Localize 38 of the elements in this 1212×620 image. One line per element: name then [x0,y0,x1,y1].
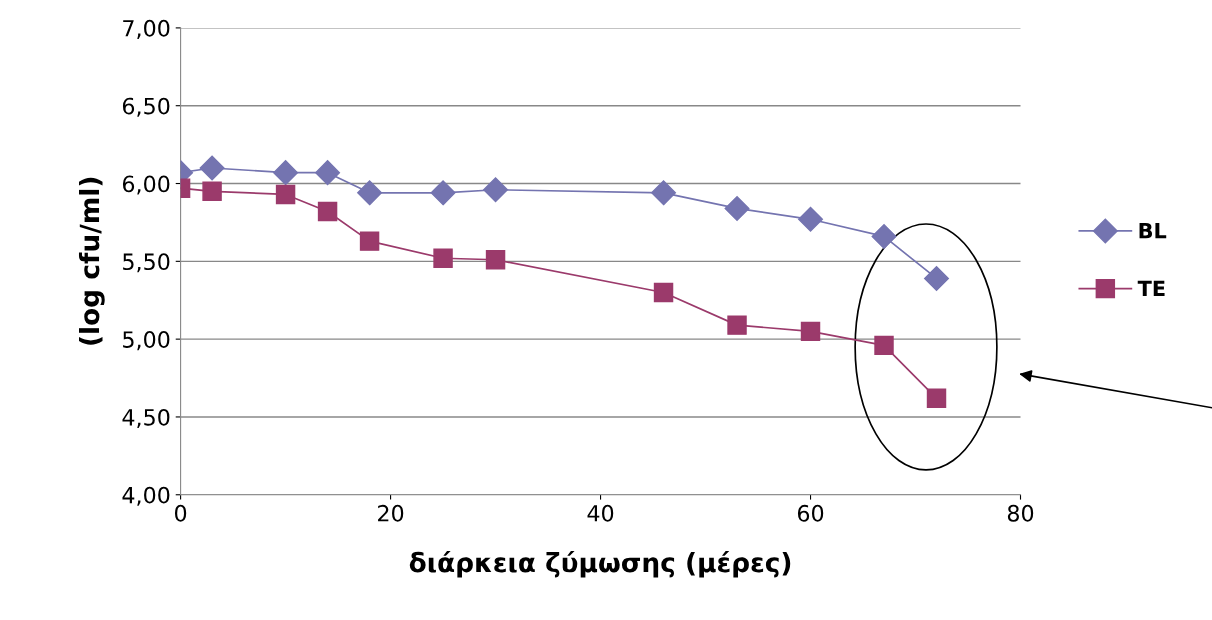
point [724,195,750,221]
point [275,184,296,205]
point [430,180,456,206]
point [273,160,299,186]
legend-label: TE [1137,280,1165,296]
point [485,250,506,270]
point [317,201,338,222]
point [874,335,894,356]
point [357,180,383,206]
point [653,282,674,303]
x-tick-label: 0 [174,504,187,522]
x-tick-label: 60 [797,504,824,522]
point [199,155,225,181]
x-tick-label: 40 [587,504,614,522]
point [924,265,949,291]
point [433,248,453,268]
y-tick-label: 5,50 [123,253,170,273]
y-axis-title: (log cfu/ml) [78,177,105,345]
x-tick-label: 80 [1007,504,1034,522]
x-axis-title: διάρκεια ζύμωσης (μέρες) [409,550,791,578]
point [315,160,341,186]
point [727,315,747,335]
y-tick-label: 5,00 [123,331,170,351]
point [871,223,897,249]
point [202,181,222,202]
point [483,177,509,203]
y-tick-label: 7,00 [123,19,170,39]
y-tick-label: 6,00 [122,175,170,195]
point [798,206,824,232]
y-tick-label: 4,00 [122,486,170,506]
x-tick-label: 20 [378,504,404,522]
point [651,180,677,206]
y-tick-label: 6,50 [122,97,170,117]
legend-label: BL [1139,223,1167,239]
point [359,231,380,251]
point [800,321,821,342]
y-tick-label: 4,50 [122,408,170,428]
point [926,388,947,408]
